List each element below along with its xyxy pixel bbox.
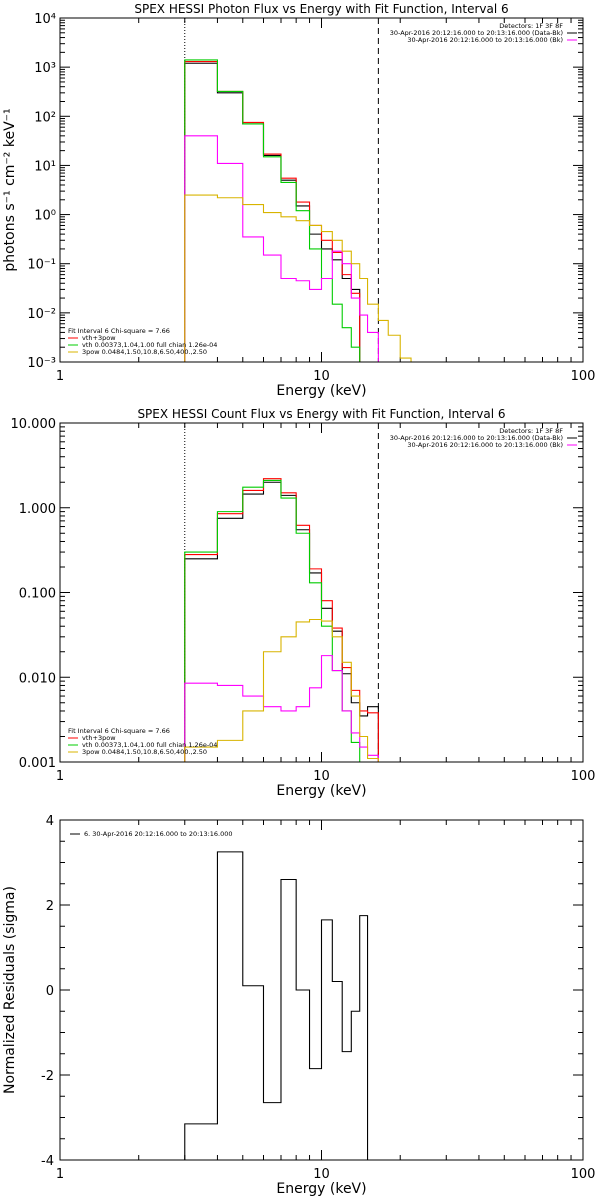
x-tick-label: 100 <box>571 769 596 784</box>
y-tick-label: 10⁻³ <box>27 356 56 371</box>
plot-frame <box>59 819 584 1161</box>
y-tick-label: 10⁻² <box>27 307 56 322</box>
series-line-1 <box>184 62 361 362</box>
y-axis-label: Normalized Residuals (sigma) <box>2 886 18 1094</box>
y-tick-label: 0.010 <box>19 671 56 686</box>
series-line-5 <box>184 194 412 362</box>
x-axis-label: Energy (keV) <box>276 383 366 399</box>
x-axis-label: Energy (keV) <box>276 783 366 799</box>
legend-entry: 3pow 0.0484,1.50,10.8,6.50,400.,2.50 <box>82 348 207 356</box>
y-tick-label: 10² <box>34 110 56 125</box>
x-tick-label: 10 <box>313 369 330 384</box>
legend-entry: Detectors: 1F 3F 8F <box>499 427 563 435</box>
x-tick-label: 10 <box>313 1167 330 1182</box>
y-tick-label: 10⁻¹ <box>27 258 56 273</box>
y-tick-label: 10⁴ <box>34 12 56 27</box>
legend-entry: vth+3pow <box>82 334 116 342</box>
y-tick-label: 0 <box>46 984 54 999</box>
legend-entry: 30-Apr-2016 20:12:16.000 to 20:13:16.000… <box>407 441 563 449</box>
y-tick-label: 0.100 <box>19 587 56 602</box>
x-tick-label: 100 <box>571 369 596 384</box>
y-tick-label: -2 <box>41 1069 54 1084</box>
legend-entry: vth+3pow <box>82 734 116 742</box>
legend-entry: 30-Apr-2016 20:12:16.000 to 20:13:16.000… <box>390 434 563 442</box>
legend-entry: 3pow 0.0484,1.50,10.8,6.50,400.,2.50 <box>82 748 207 756</box>
legend-entry: Fit Interval 6 Chi-square = 7.66 <box>68 327 170 335</box>
legend-entry: 30-Apr-2016 20:12:16.000 to 20:13:16.000… <box>390 29 563 37</box>
x-tick-label: 1 <box>56 769 64 784</box>
legend-entry: vth 0.00373,1.04,1.00 full chian 1.26e-0… <box>82 741 217 749</box>
legend-entry: Detectors: 1F 3F 8F <box>499 22 563 30</box>
series-line-5 <box>184 618 379 762</box>
y-tick-label: 0.001 <box>19 756 56 771</box>
plot-frame <box>59 422 584 763</box>
series-line-1 <box>184 851 369 1160</box>
y-tick-label: 10.000 <box>11 417 57 432</box>
chart-title: SPEX HESSI Photon Flux vs Energy with Fi… <box>134 2 508 16</box>
y-tick-label: 10¹ <box>34 159 56 174</box>
y-tick-label: -4 <box>41 1154 54 1169</box>
y-tick-label: 10⁰ <box>34 209 56 224</box>
y-tick-label: 2 <box>46 899 54 914</box>
chart-1: SPEX HESSI Photon Flux vs Energy with Fi… <box>2 2 595 399</box>
x-axis-label: Energy (keV) <box>276 1181 366 1197</box>
x-tick-label: 10 <box>313 769 330 784</box>
legend-entry: Fit Interval 6 Chi-square = 7.66 <box>68 727 170 735</box>
y-axis-label: photons s⁻¹ cm⁻² keV⁻¹ <box>2 108 18 271</box>
y-tick-label: 1.000 <box>19 502 56 517</box>
series-line-2 <box>184 478 379 762</box>
x-tick-label: 100 <box>571 1167 596 1182</box>
chart-3: 1 10 100 Energy (keV) -4 -2 0 2 4 Normalized Resi… <box>2 814 595 1197</box>
series-line-1 <box>184 481 379 762</box>
chart-title: SPEX HESSI Count Flux vs Energy with Fit… <box>137 407 505 421</box>
series-line-2 <box>184 60 361 362</box>
legend-entry: vth 0.00373,1.04,1.00 full chian 1.26e-0… <box>82 341 217 349</box>
series-line-4 <box>184 655 379 762</box>
series-line-3 <box>184 59 379 363</box>
x-tick-label: 1 <box>56 1167 64 1182</box>
legend-entry: 6. 30-Apr-2016 20:12:16.000 to 20:13:16.… <box>84 830 233 838</box>
chart-2: SPEX HESSI Count Flux vs Energy with Fit… <box>11 407 596 799</box>
y-tick-label: 10³ <box>34 61 56 76</box>
y-tick-label: 4 <box>46 814 54 829</box>
plot-frame <box>59 17 584 363</box>
legend-entry: 30-Apr-2016 20:12:16.000 to 20:13:16.000… <box>407 36 563 44</box>
x-tick-label: 1 <box>56 369 64 384</box>
series-line-3 <box>184 479 379 763</box>
